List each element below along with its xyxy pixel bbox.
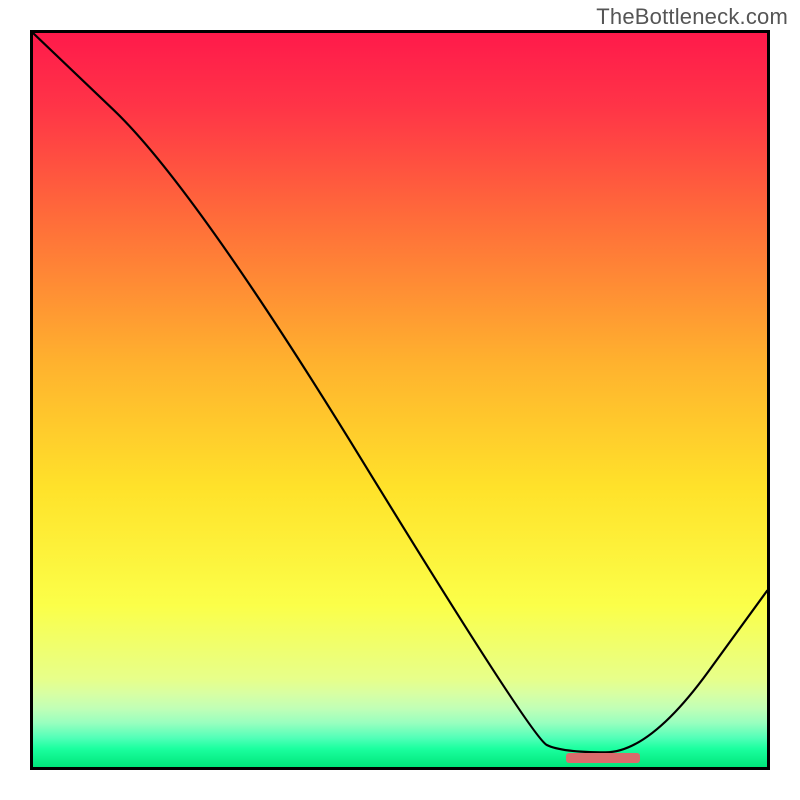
chart-container: { "watermark": { "text": "TheBottleneck.…	[0, 0, 800, 800]
watermark-text: TheBottleneck.com	[596, 4, 788, 30]
plot-area	[30, 30, 770, 770]
highlight-marker	[566, 753, 640, 763]
curve-line	[33, 33, 767, 767]
